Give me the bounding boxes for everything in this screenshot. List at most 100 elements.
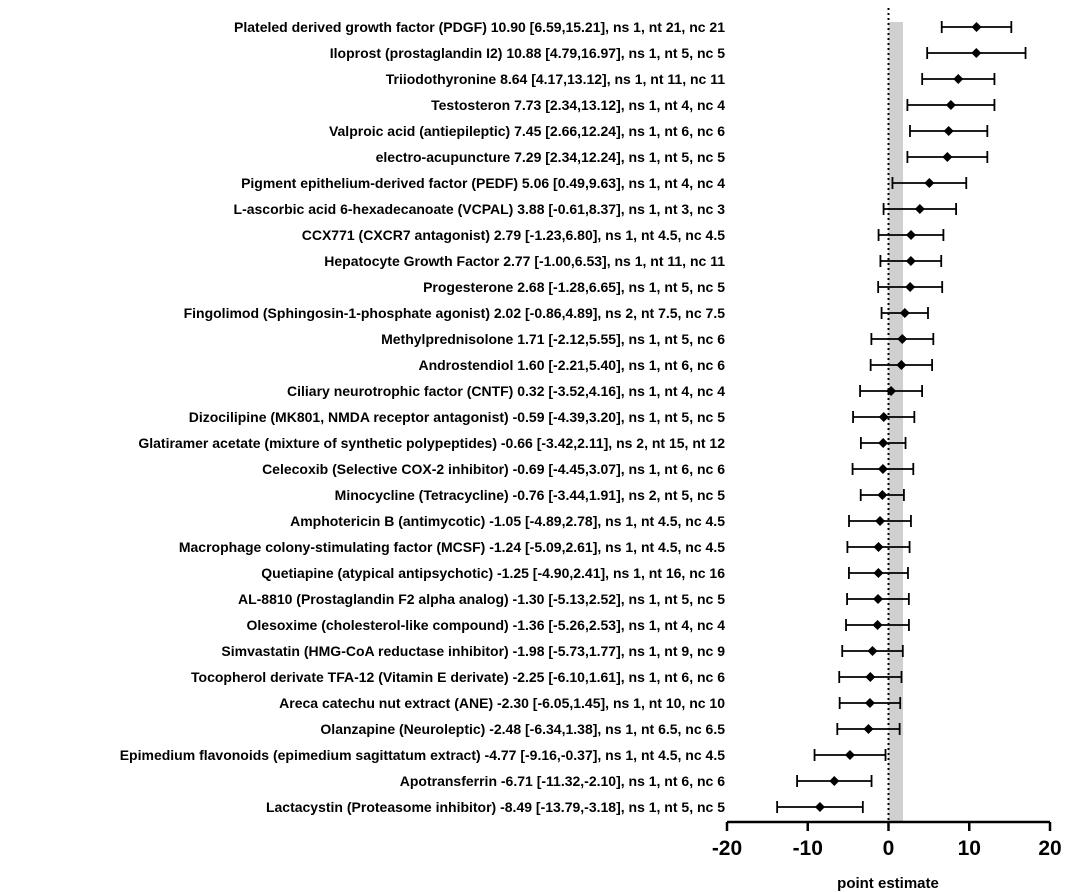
row-label: L-ascorbic acid 6-hexadecanoate (VCPAL) … <box>234 201 726 217</box>
point-estimate-marker <box>873 568 884 578</box>
x-tick-label: 10 <box>958 837 981 860</box>
x-tick-label: -10 <box>793 837 823 860</box>
row-label: AL-8810 (Prostaglandin F2 alpha analog) … <box>238 591 725 607</box>
row: CCX771 (CXCR7 antagonist) 2.79 [-1.23,6.… <box>302 227 945 243</box>
row: Iloprost (prostaglandin I2) 10.88 [4.79,… <box>330 45 1027 61</box>
x-tick-label: -20 <box>712 837 742 860</box>
row-label: Olesoxime (cholesterol-like compound) -1… <box>247 617 726 633</box>
point-estimate-marker <box>896 360 907 370</box>
point-estimate-marker <box>844 750 855 760</box>
row-label: Iloprost (prostaglandin I2) 10.88 [4.79,… <box>330 45 725 61</box>
point-estimate-marker <box>899 308 910 318</box>
row: Olanzapine (Neuroleptic) -2.48 [-6.34,1.… <box>320 721 901 737</box>
row-label: Celecoxib (Selective COX-2 inhibitor) -0… <box>262 461 725 477</box>
shaded-band-layer <box>888 22 904 822</box>
row-label: Olanzapine (Neuroleptic) -2.48 [-6.34,1.… <box>320 721 725 737</box>
row-label: Tocopherol derivate TFA-12 (Vitamin E de… <box>191 669 725 685</box>
row: Testosteron 7.73 [2.34,13.12], ns 1, nt … <box>431 97 996 113</box>
point-estimate-marker <box>864 698 875 708</box>
row: Triiodothyronine 8.64 [4.17,13.12], ns 1… <box>386 71 996 87</box>
row: electro-acupuncture 7.29 [2.34,12.24], n… <box>376 149 989 165</box>
point-estimate-marker <box>877 490 888 500</box>
point-estimate-marker <box>905 256 916 266</box>
point-estimate-marker <box>863 724 874 734</box>
point-estimate-marker <box>877 464 888 474</box>
row-label: Dizocilipine (MK801, NMDA receptor antag… <box>189 409 725 425</box>
row-label: Lactacystin (Proteasome inhibitor) -8.49… <box>266 799 725 815</box>
row-label: Valproic acid (antiepileptic) 7.45 [2.66… <box>329 123 725 139</box>
row: Areca catechu nut extract (ANE) -2.30 [-… <box>279 695 902 711</box>
point-estimate-marker <box>886 386 897 396</box>
row: Plateled derived growth factor (PDGF) 10… <box>234 19 1013 35</box>
point-estimate-marker <box>945 100 956 110</box>
point-estimate-marker <box>906 230 917 240</box>
x-axis-title: point estimate <box>837 875 939 892</box>
point-estimate-marker <box>878 438 889 448</box>
row: Epimedium flavonoids (epimedium sagittat… <box>120 747 887 763</box>
row: Ciliary neurotrophic factor (CNTF) 0.32 … <box>287 383 923 399</box>
row-label: Progesterone 2.68 [-1.28,6.65], ns 1, nt… <box>423 279 725 295</box>
point-estimate-marker <box>905 282 916 292</box>
point-estimate-marker <box>829 776 840 786</box>
row: Fingolimod (Sphingosin-1-phosphate agoni… <box>184 305 929 321</box>
row-label: Amphotericin B (antimycotic) -1.05 [-4.8… <box>290 513 725 529</box>
point-estimate-marker <box>942 152 953 162</box>
row-label: Ciliary neurotrophic factor (CNTF) 0.32 … <box>287 383 725 399</box>
row: AL-8810 (Prostaglandin F2 alpha analog) … <box>238 591 910 607</box>
row-label: electro-acupuncture 7.29 [2.34,12.24], n… <box>376 149 726 165</box>
row-label: Macrophage colony-stimulating factor (MC… <box>179 539 725 555</box>
row-label: Apotransferrin -6.71 [-11.32,-2.10], ns … <box>400 773 725 789</box>
rows-layer: Plateled derived growth factor (PDGF) 10… <box>120 19 1027 815</box>
row-label: Plateled derived growth factor (PDGF) 10… <box>234 19 725 35</box>
shaded-band <box>888 22 904 822</box>
point-estimate-marker <box>943 126 954 136</box>
x-axis: -20 -10 0 10 20 <box>712 820 1062 860</box>
row-label: Quetiapine (atypical antipsychotic) -1.2… <box>261 565 725 581</box>
point-estimate-marker <box>914 204 925 214</box>
row: Hepatocyte Growth Factor 2.77 [-1.00,6.5… <box>324 253 943 269</box>
row-label: Testosteron 7.73 [2.34,13.12], ns 1, nt … <box>431 97 725 113</box>
row: Methylprednisolone 1.71 [-2.12,5.55], ns… <box>381 331 935 347</box>
row: Macrophage colony-stimulating factor (MC… <box>179 539 911 555</box>
row-label: Triiodothyronine 8.64 [4.17,13.12], ns 1… <box>386 71 725 87</box>
point-estimate-marker <box>878 412 889 422</box>
row: Glatiramer acetate (mixture of synthetic… <box>138 435 907 451</box>
row: Amphotericin B (antimycotic) -1.05 [-4.8… <box>290 513 912 529</box>
row: Valproic acid (antiepileptic) 7.45 [2.66… <box>329 123 989 139</box>
row-label: Hepatocyte Growth Factor 2.77 [-1.00,6.5… <box>324 253 725 269</box>
row: Lactacystin (Proteasome inhibitor) -8.49… <box>266 799 864 815</box>
row: Olesoxime (cholesterol-like compound) -1… <box>247 617 910 633</box>
point-estimate-marker <box>924 178 935 188</box>
row-label: Androstendiol 1.60 [-2.21,5.40], ns 1, n… <box>418 357 725 373</box>
x-tick-label: 20 <box>1038 837 1061 860</box>
row: Dizocilipine (MK801, NMDA receptor antag… <box>189 409 916 425</box>
x-tick-label: 0 <box>883 837 895 860</box>
point-estimate-marker <box>971 48 982 58</box>
row-label: Pigment epithelium-derived factor (PEDF)… <box>241 175 725 191</box>
row: Simvastatin (HMG-CoA reductase inhibitor… <box>221 643 904 659</box>
row: Minocycline (Tetracycline) -0.76 [-3.44,… <box>335 487 905 503</box>
row: L-ascorbic acid 6-hexadecanoate (VCPAL) … <box>234 201 957 217</box>
point-estimate-marker <box>873 542 884 552</box>
row: Tocopherol derivate TFA-12 (Vitamin E de… <box>191 669 903 685</box>
row-label: Methylprednisolone 1.71 [-2.12,5.55], ns… <box>381 331 725 347</box>
point-estimate-marker <box>971 22 982 32</box>
row: Quetiapine (atypical antipsychotic) -1.2… <box>261 565 909 581</box>
row-label: Fingolimod (Sphingosin-1-phosphate agoni… <box>184 305 726 321</box>
row-label: Glatiramer acetate (mixture of synthetic… <box>138 435 725 451</box>
row-label: Areca catechu nut extract (ANE) -2.30 [-… <box>279 695 725 711</box>
row: Androstendiol 1.60 [-2.21,5.40], ns 1, n… <box>418 357 934 373</box>
point-estimate-marker <box>953 74 964 84</box>
row: Pigment epithelium-derived factor (PEDF)… <box>241 175 968 191</box>
point-estimate-marker <box>814 802 825 812</box>
point-estimate-marker <box>897 334 908 344</box>
row-label: CCX771 (CXCR7 antagonist) 2.79 [-1.23,6.… <box>302 227 725 243</box>
row-label: Minocycline (Tetracycline) -0.76 [-3.44,… <box>335 487 726 503</box>
row: Apotransferrin -6.71 [-11.32,-2.10], ns … <box>400 773 873 789</box>
point-estimate-marker <box>875 516 886 526</box>
point-estimate-marker <box>873 594 884 604</box>
row-label: Epimedium flavonoids (epimedium sagittat… <box>120 747 725 763</box>
row: Celecoxib (Selective COX-2 inhibitor) -0… <box>262 461 915 477</box>
point-estimate-marker <box>865 672 876 682</box>
